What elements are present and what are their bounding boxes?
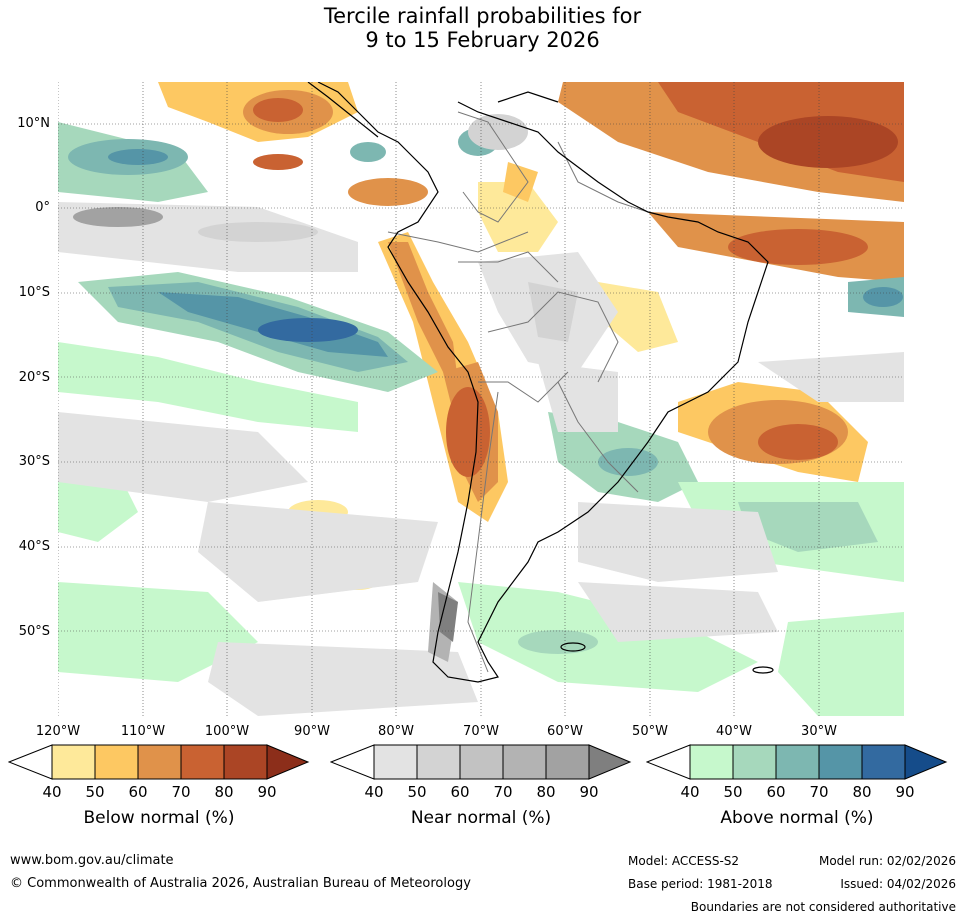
lat-label-50s: 50°S xyxy=(18,624,50,639)
cb-below-tick-70: 70 xyxy=(171,783,191,801)
lat-label-10s: 10°S xyxy=(18,285,50,300)
cb-above-tick-60: 60 xyxy=(766,783,786,801)
map-svg xyxy=(58,82,904,716)
cb-below-seg-0 xyxy=(8,744,53,780)
lat-label-0: 0° xyxy=(35,200,50,215)
copyright: © Commonwealth of Australia 2026, Austra… xyxy=(10,876,471,891)
website-link[interactable]: www.bom.gov.au/climate xyxy=(10,853,174,868)
lat-label-20s: 20°S xyxy=(18,370,50,385)
cb-above-seg-4 xyxy=(818,744,863,780)
cb-below-tick-80: 80 xyxy=(214,783,234,801)
cb-above-seg-5 xyxy=(861,744,906,780)
cb-near-seg-0 xyxy=(330,744,375,780)
cb-above-seg-3 xyxy=(775,744,820,780)
cb-below-seg-6 xyxy=(266,744,310,780)
cb-near-tick-60: 60 xyxy=(450,783,470,801)
cb-near-tick-50: 50 xyxy=(407,783,427,801)
cb-near-seg-5 xyxy=(545,744,590,780)
cb-below-seg-5 xyxy=(223,744,268,780)
country-borders xyxy=(387,111,649,673)
cb-below-tick-60: 60 xyxy=(128,783,148,801)
lat-label-10n: 10°N xyxy=(17,116,50,131)
cb-above-tick-80: 80 xyxy=(852,783,872,801)
cb-above-title: Above normal (%) xyxy=(720,808,874,828)
colorbar-near-normal xyxy=(330,744,632,780)
cb-above-tick-90: 90 xyxy=(895,783,915,801)
model-run: Model run: 02/02/2026 xyxy=(818,854,956,868)
lon-label-120w: 120°W xyxy=(35,724,81,739)
lon-label-90w: 90°W xyxy=(294,724,330,739)
cb-near-seg-1 xyxy=(373,744,418,780)
cb-above-seg-0 xyxy=(646,744,691,780)
lon-label-100w: 100°W xyxy=(204,724,250,739)
cb-above-seg-1 xyxy=(689,744,734,780)
cb-near-seg-3 xyxy=(459,744,504,780)
lon-label-110w: 110°W xyxy=(120,724,166,739)
cb-near-tick-90: 90 xyxy=(579,783,599,801)
issued-date: Issued: 04/02/2026 xyxy=(840,877,956,891)
cb-near-tick-70: 70 xyxy=(493,783,513,801)
lon-label-30w: 30°W xyxy=(801,724,837,739)
lon-label-50w: 50°W xyxy=(632,724,668,739)
cb-below-seg-3 xyxy=(137,744,182,780)
cb-above-tick-40: 40 xyxy=(680,783,700,801)
cb-near-seg-6 xyxy=(588,744,632,780)
cb-below-title: Below normal (%) xyxy=(83,808,235,828)
chart-title: Tercile rainfall probabilities for 9 to … xyxy=(0,4,965,52)
cb-near-title: Near normal (%) xyxy=(410,808,552,828)
cb-above-tick-50: 50 xyxy=(723,783,743,801)
colorbar-below-normal xyxy=(8,744,310,780)
cb-above-tick-70: 70 xyxy=(809,783,829,801)
cb-near-seg-4 xyxy=(502,744,547,780)
lon-label-80w: 80°W xyxy=(378,724,414,739)
cb-below-tick-90: 90 xyxy=(257,783,277,801)
cb-below-seg-2 xyxy=(94,744,139,780)
title-line-2: 9 to 15 February 2026 xyxy=(365,28,600,52)
above-normal-areas xyxy=(58,122,904,716)
lat-label-40s: 40°S xyxy=(18,539,50,554)
title-line-1: Tercile rainfall probabilities for xyxy=(323,4,642,28)
cb-near-tick-80: 80 xyxy=(536,783,556,801)
near-normal-areas xyxy=(58,114,904,716)
lat-label-30s: 30°S xyxy=(18,454,50,469)
lon-label-40w: 40°W xyxy=(716,724,752,739)
lon-label-70w: 70°W xyxy=(463,724,499,739)
cb-below-tick-50: 50 xyxy=(85,783,105,801)
coastline xyxy=(307,82,774,683)
cb-below-tick-40: 40 xyxy=(42,783,62,801)
model-info: Model: ACCESS-S2 xyxy=(628,854,740,868)
colorbar-above-normal xyxy=(646,744,948,780)
below-normal-areas xyxy=(153,82,904,590)
cb-above-seg-6 xyxy=(904,744,948,780)
cb-near-tick-40: 40 xyxy=(364,783,384,801)
graticule xyxy=(58,82,904,716)
forecast-map xyxy=(58,82,904,716)
cb-above-seg-2 xyxy=(732,744,777,780)
cb-near-seg-2 xyxy=(416,744,461,780)
disclaimer: Boundaries are not considered authoritat… xyxy=(690,900,956,914)
lon-label-60w: 60°W xyxy=(547,724,583,739)
cb-below-seg-4 xyxy=(180,744,225,780)
base-period: Base period: 1981-2018 xyxy=(628,877,773,891)
cb-below-seg-1 xyxy=(51,744,96,780)
